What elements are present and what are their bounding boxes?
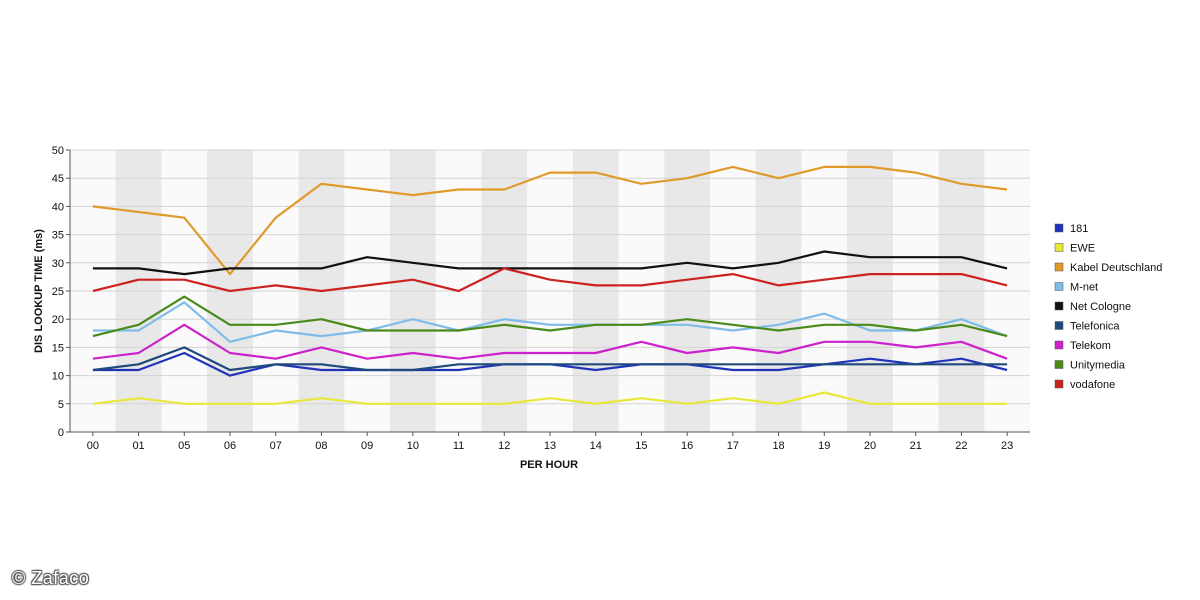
x-tick-label: 11 (453, 440, 464, 452)
legend-swatch (1054, 223, 1064, 233)
series-line-ewe (92, 391, 1008, 405)
x-tick-label: 20 (864, 440, 876, 452)
y-tick-label: 20 (52, 314, 64, 326)
x-tick-label: 10 (407, 440, 419, 452)
y-tick-label: 10 (52, 371, 64, 383)
legend-label: Unitymedia (1070, 360, 1126, 372)
x-tick-label: 18 (772, 440, 784, 452)
y-tick-label: 50 (52, 145, 64, 157)
legend-swatch (1054, 301, 1064, 311)
legend-swatch (1054, 321, 1064, 330)
x-tick-label: 17 (727, 440, 739, 452)
series-line-vodafone (92, 267, 1008, 293)
x-tick-label: 16 (681, 440, 693, 452)
legend-swatch (1054, 243, 1064, 252)
legend-label: M-net (1070, 282, 1098, 294)
series-line-net-cologne (92, 250, 1008, 276)
y-axis-title: DIS LOOKUP TIME (ms) (33, 229, 45, 353)
x-tick-label: 12 (498, 440, 510, 452)
legend-label: EWE (1070, 243, 1095, 255)
x-tick-label: 07 (270, 440, 282, 452)
x-tick-label: 14 (590, 440, 602, 452)
legend: 181 EWE Kabel Deutschland M-net Net Cologne T… (1054, 223, 1162, 391)
legend-label: Net Cologne (1070, 301, 1131, 313)
y-tick-label: 40 (52, 201, 64, 213)
y-tick-label: 30 (52, 258, 64, 270)
y-tick-label: 5 (58, 399, 64, 411)
legend-label: Kabel Deutschland (1070, 262, 1162, 274)
x-tick-label: 09 (361, 440, 373, 452)
legend-swatch (1054, 340, 1064, 350)
legend-label: Telefonica (1070, 321, 1120, 333)
x-axis-title: PER HOUR (520, 459, 578, 471)
legend-swatch (1054, 360, 1064, 369)
y-tick-label: 0 (58, 427, 64, 439)
x-tick-label: 08 (315, 440, 327, 452)
legend-label: vodafone (1070, 379, 1115, 391)
series-line-telekom (92, 323, 1008, 360)
horizontal-gridlines (70, 149, 1030, 405)
x-tick-label: 01 (132, 440, 144, 452)
series-line-unitymedia (92, 295, 1008, 338)
legend-swatch (1054, 282, 1064, 291)
series-line-telefonica (92, 346, 1008, 372)
y-axis-ticks: 0 5 10 15 20 25 30 35 40 45 50 (52, 145, 70, 439)
x-tick-label: 21 (910, 440, 922, 452)
x-tick-label: 23 (1001, 440, 1013, 452)
x-tick-label: 05 (178, 440, 190, 452)
x-tick-label: 00 (87, 440, 99, 452)
x-tick-label: 06 (224, 440, 236, 452)
legend-swatch (1054, 262, 1064, 272)
x-tick-label: 22 (955, 440, 967, 452)
series-line-kabel-deutschland (92, 165, 1008, 276)
x-tick-label: 19 (818, 440, 830, 452)
x-tick-label: 15 (635, 440, 647, 452)
copyright-watermark: © Zafaco (12, 568, 90, 588)
legend-label: Telekom (1070, 340, 1111, 352)
y-tick-label: 45 (52, 173, 64, 185)
series-lines (92, 165, 1008, 405)
x-tick-label: 13 (544, 440, 556, 452)
y-tick-label: 15 (52, 342, 64, 354)
y-tick-label: 25 (52, 286, 64, 298)
x-axis-ticks: 00 01 05 06 07 08 09 10 11 12 13 14 15 16 17 18 19 20 21 22… (87, 432, 1013, 452)
y-tick-label: 35 (52, 230, 64, 242)
legend-swatch (1054, 379, 1064, 389)
legend-label: 181 (1070, 223, 1088, 235)
